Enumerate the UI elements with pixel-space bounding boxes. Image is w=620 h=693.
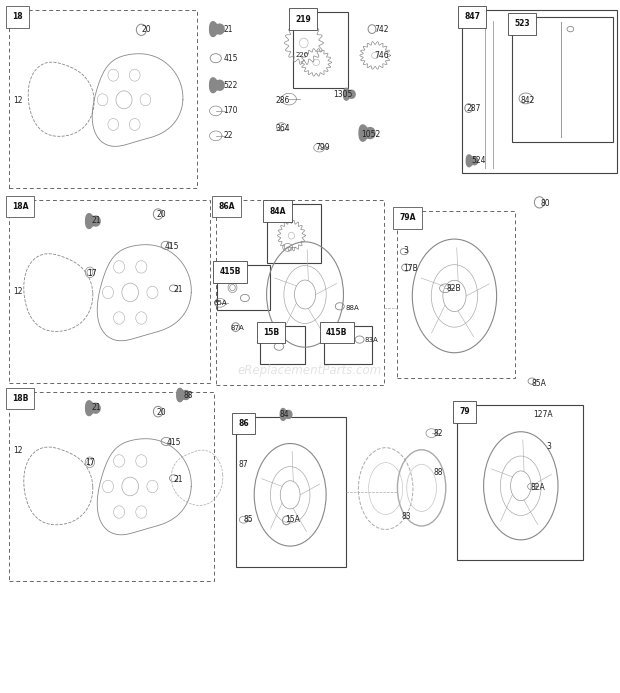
Text: 170: 170 (223, 107, 237, 115)
Text: 87A: 87A (231, 325, 244, 331)
Text: 364: 364 (276, 124, 291, 132)
Text: 219: 219 (295, 15, 311, 24)
Bar (216, 200, 384, 385)
Text: 20: 20 (156, 211, 166, 219)
Text: 220: 220 (296, 53, 309, 58)
Polygon shape (210, 21, 224, 37)
Text: 84: 84 (280, 410, 290, 419)
Text: 82B: 82B (446, 285, 461, 293)
Polygon shape (280, 408, 292, 421)
Text: 746: 746 (374, 51, 389, 60)
Text: 523: 523 (514, 19, 529, 28)
Text: 20: 20 (156, 408, 166, 416)
Polygon shape (177, 388, 190, 402)
Text: 20: 20 (141, 25, 151, 33)
Text: 85A: 85A (532, 379, 547, 387)
Bar (9, 10, 197, 188)
Text: 21: 21 (174, 286, 183, 294)
Text: 18: 18 (12, 12, 22, 21)
Text: 22: 22 (223, 132, 232, 140)
Text: 84A: 84A (269, 207, 286, 216)
Text: 80: 80 (541, 200, 551, 208)
Polygon shape (210, 78, 224, 93)
Bar (9, 200, 210, 383)
Text: 415B: 415B (326, 328, 347, 337)
Text: 21: 21 (223, 25, 232, 33)
Bar (462, 10, 617, 173)
Text: 12: 12 (14, 96, 23, 105)
Polygon shape (86, 213, 100, 229)
Text: 79A: 79A (399, 213, 416, 222)
Polygon shape (466, 155, 478, 167)
Text: 79: 79 (459, 407, 470, 416)
Text: 83: 83 (402, 513, 412, 521)
Bar (397, 211, 515, 378)
Text: 286: 286 (276, 96, 290, 105)
Text: 88: 88 (434, 468, 443, 477)
Text: 1305: 1305 (334, 91, 353, 99)
Text: 88: 88 (184, 392, 193, 400)
Text: 83A: 83A (365, 337, 378, 342)
Text: 85: 85 (244, 516, 254, 524)
Text: 18B: 18B (12, 394, 28, 403)
Text: 88A: 88A (346, 305, 360, 310)
Text: 3: 3 (547, 443, 552, 451)
Text: 842: 842 (521, 96, 535, 105)
Bar (512, 17, 613, 142)
Text: 415B: 415B (219, 267, 241, 277)
Text: 524: 524 (471, 157, 485, 165)
Polygon shape (343, 88, 355, 100)
Bar (293, 12, 348, 88)
Text: 21: 21 (91, 216, 100, 225)
Text: 799: 799 (315, 143, 330, 152)
Bar (260, 326, 305, 364)
Text: 21: 21 (174, 475, 183, 484)
Text: 12: 12 (14, 287, 23, 295)
Text: eReplacementParts.com: eReplacementParts.com (238, 365, 382, 377)
Text: 87: 87 (239, 460, 249, 468)
Text: 287: 287 (467, 104, 481, 112)
Bar (324, 326, 372, 364)
Text: 742: 742 (374, 25, 389, 33)
Text: 82A: 82A (530, 483, 545, 491)
Polygon shape (86, 401, 100, 416)
Text: 415: 415 (223, 54, 237, 62)
Text: 17: 17 (87, 270, 97, 278)
Text: 1052: 1052 (361, 130, 381, 139)
Bar (236, 417, 346, 567)
Bar (217, 265, 270, 310)
Text: 17: 17 (86, 459, 95, 467)
Text: 18A: 18A (12, 202, 29, 211)
Text: 17B: 17B (403, 264, 418, 272)
Text: 847: 847 (464, 12, 480, 21)
Text: 3: 3 (404, 247, 409, 255)
Text: 65A: 65A (214, 300, 228, 306)
Text: 12: 12 (14, 446, 23, 455)
Text: 127A: 127A (533, 410, 553, 419)
Text: 415: 415 (165, 243, 179, 251)
Text: 15A: 15A (285, 516, 300, 524)
Bar (9, 392, 214, 581)
Text: 21: 21 (91, 403, 100, 412)
Text: 86A: 86A (218, 202, 235, 211)
Text: 82: 82 (434, 430, 443, 438)
Text: 522: 522 (223, 82, 237, 90)
Bar (267, 204, 321, 263)
Text: 86: 86 (238, 419, 249, 428)
Polygon shape (359, 125, 375, 141)
Text: 15B: 15B (263, 328, 279, 337)
Bar (457, 405, 583, 560)
Text: 415: 415 (166, 438, 180, 446)
